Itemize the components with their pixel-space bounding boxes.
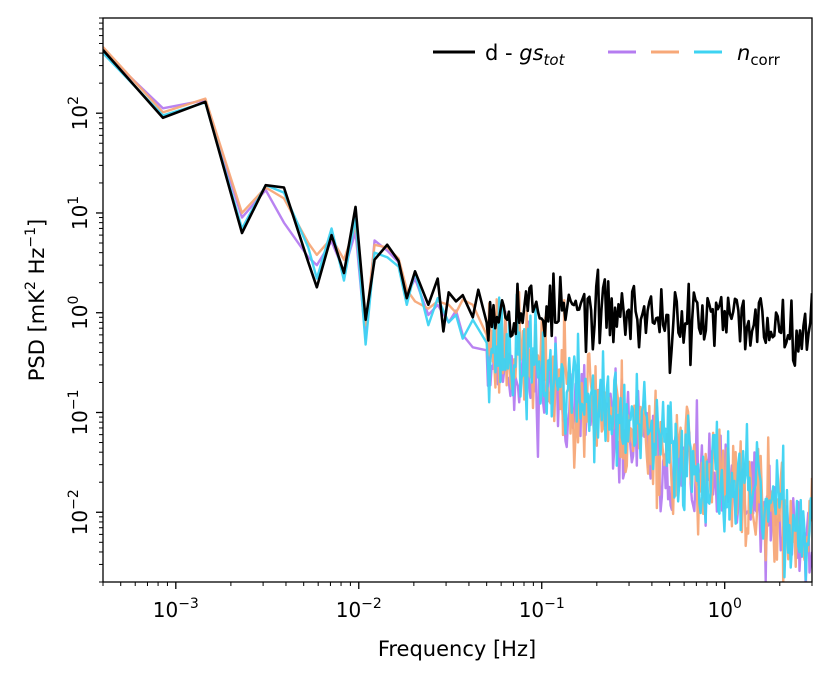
x-tick-label: 10−1: [519, 596, 565, 622]
y-tick-label: 101: [66, 196, 92, 230]
x-tick-label: 10−3: [153, 596, 199, 622]
legend-label-ncorr: ncorr: [737, 41, 781, 69]
plot-frame: [102, 17, 813, 583]
legend: d - gstot ncorr: [433, 41, 781, 69]
x-tick-label: 10−2: [336, 596, 382, 622]
x-tick-label: 100: [708, 596, 742, 622]
series-layer: [103, 46, 812, 582]
x-axis-label: Frequency [Hz]: [378, 637, 536, 661]
legend-label-data-minus-gs: d - gstot: [485, 41, 566, 69]
y-tick-label: 10−1: [66, 389, 92, 435]
y-tick-label: 10−2: [66, 489, 92, 535]
tick-layer: 10−3 10−2 10−1 100 10−2 10−1 100 101 102: [66, 17, 813, 622]
y-tick-label: 100: [66, 296, 92, 330]
y-axis-label: PSD [mK2 Hz−1]: [23, 219, 49, 382]
y-tick-label: 102: [66, 96, 92, 130]
series-line-3: [103, 49, 812, 375]
